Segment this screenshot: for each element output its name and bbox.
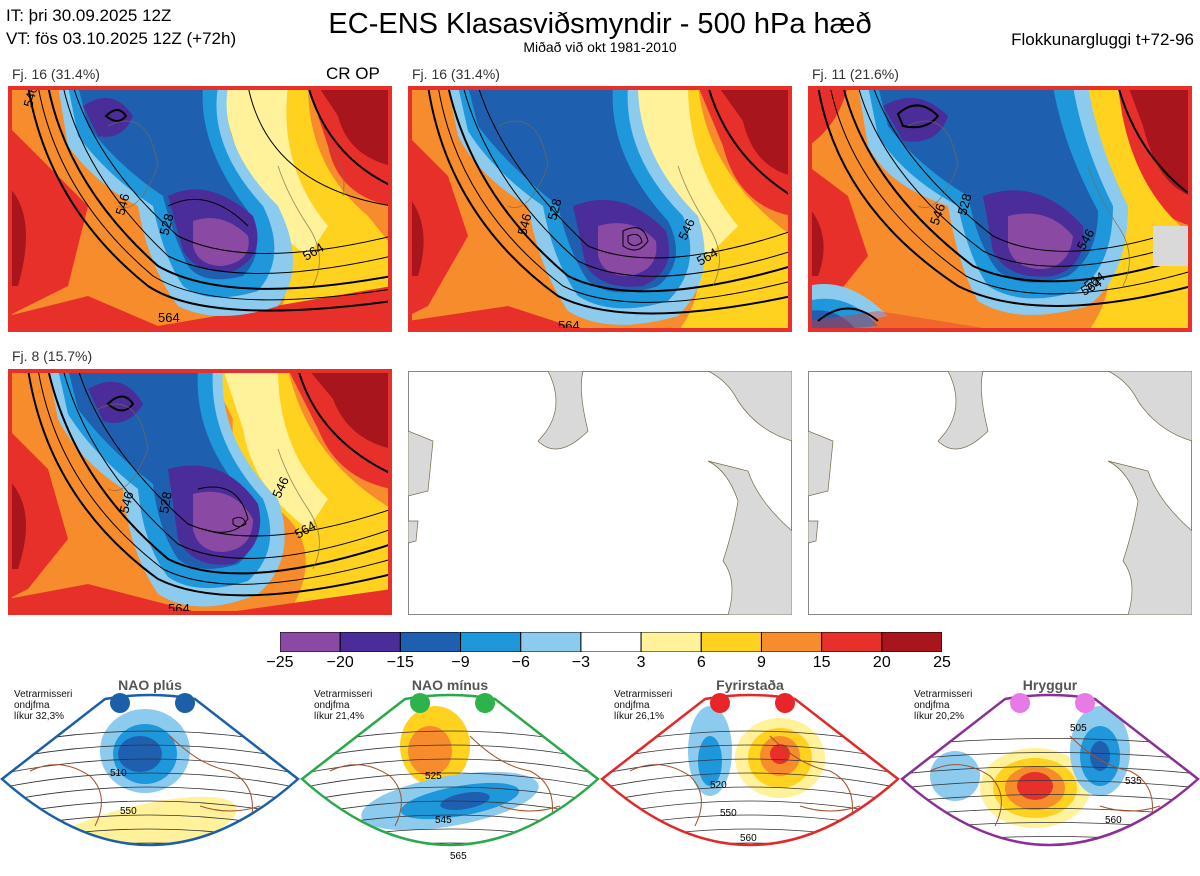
page-title: EC-ENS Klasasviðsmyndir - 500 hPa hæð [328, 8, 872, 40]
regime-title: Hryggur [1022, 677, 1078, 693]
regime-contour-label: 565 [450, 851, 467, 862]
regime-stats: Vetrarmisseri ondjfma líkur 26,1% [614, 689, 673, 722]
regime-contour-label: 510 [110, 768, 127, 779]
regime-contour-label: 520 [710, 780, 727, 791]
init-time: IT: þri 30.09.2025 12Z [6, 6, 172, 25]
regime-dot [110, 693, 130, 713]
colorbar-tick-label: −15 [386, 654, 414, 671]
contour-label: 528 [544, 197, 564, 222]
regime-dot [1010, 693, 1030, 713]
regime-dot [1075, 693, 1095, 713]
colorbar-swatch [821, 631, 883, 653]
contour-label: 546 [116, 490, 136, 515]
regime-map: 510 550 [0, 676, 300, 871]
colorbar [279, 631, 943, 653]
contour-label: 546 [20, 86, 40, 109]
cluster-map-2: 546 528 564 564 546 [408, 86, 792, 332]
regime-stats: Vetrarmisseri ondjfma líkur 32,3% [14, 689, 73, 722]
regime-stats: Vetrarmisseri ondjfma líkur 21,4% [314, 689, 373, 722]
regime-contour-label: 560 [740, 833, 757, 844]
colorbar-tick-label: 20 [872, 654, 891, 671]
colorbar-swatch [339, 631, 401, 653]
panel-1-label: Fj. 16 (31.4%) [12, 66, 100, 82]
regime-title: NAO plús [118, 677, 182, 693]
regime-stats: Vetrarmisseri ondjfma líkur 20,2% [914, 689, 973, 722]
panel-2-label: Fj. 16 (31.4%) [412, 66, 500, 82]
regime-title: Fyrirstaða [716, 677, 784, 693]
colorbar-tick-label: 15 [812, 654, 831, 671]
colorbar-tick-label: 6 [696, 654, 706, 671]
colorbar-swatch [640, 631, 702, 653]
regime-dot [410, 693, 430, 713]
regime-map: 525 545 565 [300, 676, 600, 871]
colorbar-tick-label: −25 [266, 654, 294, 671]
colorbar-swatch [460, 631, 522, 653]
panel-1-badge: CR OP [326, 64, 380, 83]
colorbar-swatch [580, 631, 642, 653]
cluster-map-3: 546 528 564 564 546 [808, 86, 1192, 332]
colorbar-swatch [399, 631, 462, 653]
cluster-map-1: 546 528 564 564 546 [8, 86, 392, 332]
contour-label: 546 [514, 212, 534, 237]
regime-contour-label: 505 [1070, 723, 1087, 734]
regime-map: 505 535 560 [900, 676, 1200, 871]
colorbar-tick-label: −9 [451, 654, 470, 671]
colorbar-swatch [760, 631, 823, 653]
panel-3-label: Fj. 11 (21.6%) [812, 66, 899, 82]
header-info: IT: þri 30.09.2025 12Z VT: fös 03.10.202… [6, 4, 236, 50]
regime-title: NAO mínus [411, 677, 489, 693]
regime-map: 520 550 560 [600, 676, 900, 871]
colorbar-swatch [520, 631, 582, 653]
page-subtitle: Miðað við okt 1981-2010 [523, 39, 677, 55]
valid-time: VT: fös 03.10.2025 12Z (+72h) [6, 29, 237, 48]
contour-label: 528 [954, 192, 974, 217]
contour-label: 546 [927, 202, 949, 228]
colorbar-tick-label: 9 [757, 654, 766, 671]
regime-dot [775, 693, 795, 713]
regime-contour-label: 550 [120, 806, 137, 817]
colorbar-tick-label: −6 [511, 654, 530, 671]
classification-window: Flokkunargluggi t+72-96 [1011, 30, 1194, 49]
contour-label: 546 [112, 192, 132, 217]
colorbar-tick-label: 3 [636, 654, 646, 671]
colorbar-tick-label: −3 [571, 654, 591, 671]
colorbar-swatch [700, 631, 762, 653]
colorbar-tick-label: 25 [933, 654, 951, 671]
regime-dot [710, 693, 730, 713]
panel-4-label: Fj. 8 (15.7%) [12, 348, 93, 364]
regime-dot [175, 693, 195, 713]
regime-contour-label: 560 [1105, 815, 1122, 826]
regime-contour-label: 545 [435, 815, 452, 826]
regime-contour-label: 535 [1125, 776, 1142, 787]
empty-map-5 [408, 371, 792, 615]
contour-label: 528 [156, 212, 176, 237]
colorbar-swatch [279, 631, 341, 653]
contour-label: 528 [156, 491, 175, 515]
cluster-map-4: 546 528 564 564 546 [8, 369, 392, 615]
regime-dot [475, 693, 495, 713]
regime-contour-label: 550 [720, 808, 737, 819]
regime-contour-label: 525 [425, 771, 442, 782]
colorbar-swatch [881, 631, 943, 653]
contour-label: 564 [158, 310, 180, 325]
empty-map-6 [808, 371, 1192, 615]
colorbar-tick-label: −20 [326, 654, 354, 671]
